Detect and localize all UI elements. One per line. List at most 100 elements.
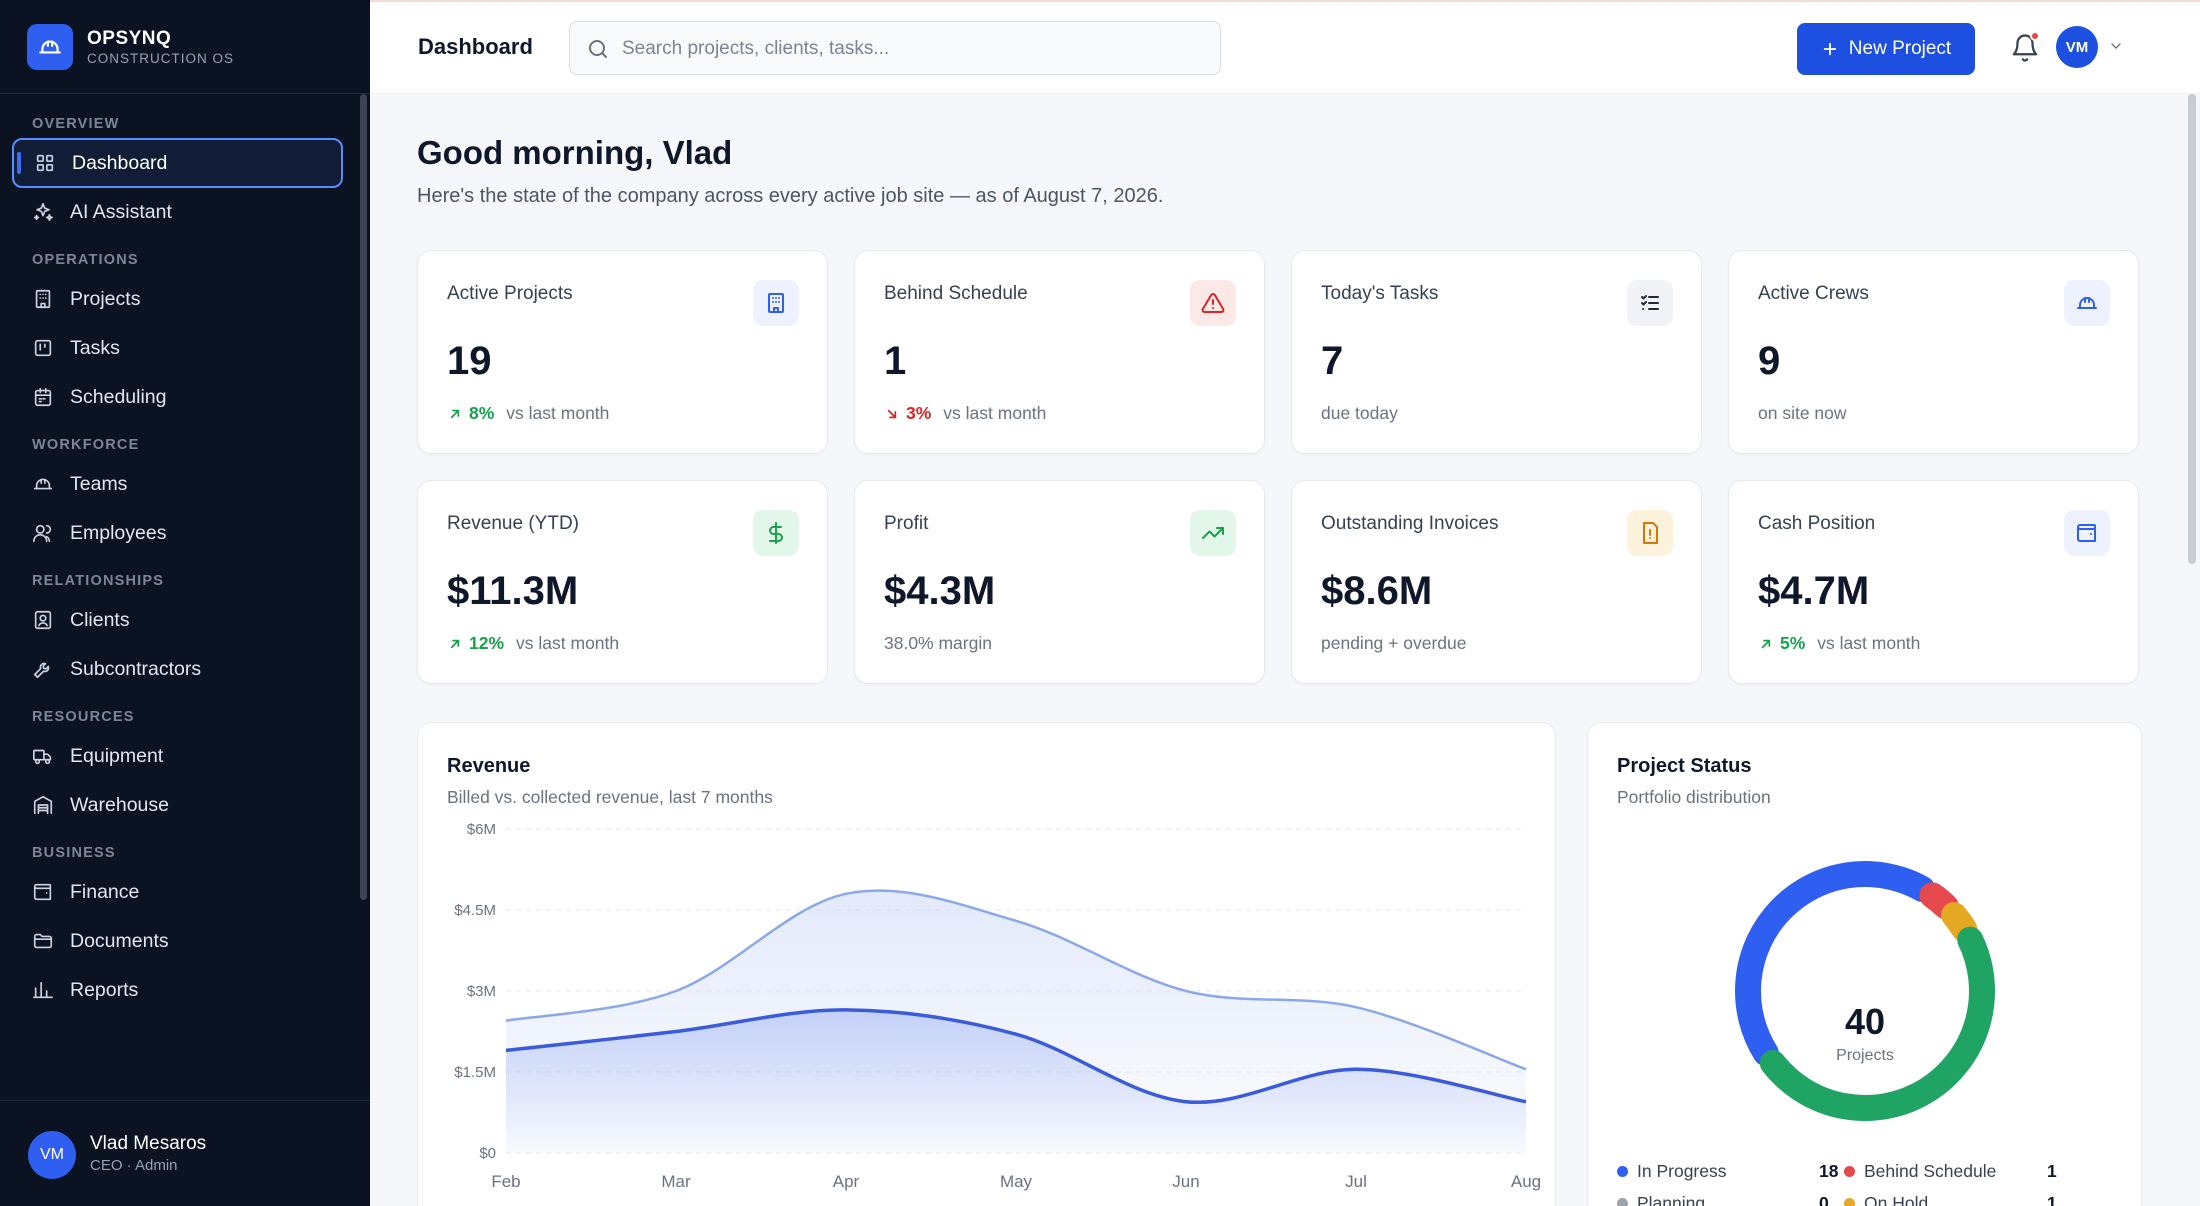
sidebar-item-finance[interactable]: Finance: [12, 867, 343, 917]
sidebar-item-label: Finance: [70, 880, 140, 903]
sidebar-item-subcontractors[interactable]: Subcontractors: [12, 644, 343, 694]
kpi-note: vs last month: [516, 633, 620, 653]
main-scrollbar[interactable]: [2188, 94, 2196, 564]
kpi-card-revenue-ytd[interactable]: Revenue (YTD) $11.3M 12% vs last month: [417, 480, 828, 684]
warehouse-icon: [33, 795, 53, 815]
y-tick-label: $4.5M: [454, 902, 496, 919]
series-line-2: [505, 1008, 1527, 1105]
trending-up-icon: [1202, 527, 1224, 539]
kpi-value: $11.3M: [447, 569, 579, 613]
search-box[interactable]: [569, 21, 1221, 75]
sidebar-item-projects[interactable]: Projects: [12, 274, 343, 324]
legend-label: Planning: [1637, 1193, 1706, 1206]
kpi-change: 12%: [447, 633, 504, 654]
building-icon: [35, 289, 51, 309]
kpi-note: pending + overdue: [1321, 633, 1467, 653]
sidebar-item-clients[interactable]: Clients: [12, 595, 343, 645]
brand[interactable]: OPSYNQ CONSTRUCTION OS: [0, 0, 370, 94]
kpi-footer: 38.0% margin: [884, 633, 992, 654]
kpi-change-value: 3%: [906, 403, 932, 423]
users-icon: [33, 524, 52, 543]
search-icon: [589, 40, 607, 58]
legend-label: In Progress: [1637, 1161, 1727, 1181]
kpi-card-today-s-tasks[interactable]: Today's Tasks 7 due today: [1291, 250, 1702, 454]
kpi-footer: pending + overdue: [1321, 633, 1466, 654]
kpi-note: on site now: [1758, 403, 1847, 423]
kpi-value: 19: [447, 339, 492, 383]
top-accent-line: [370, 0, 2200, 2]
sidebar-item-ai-assistant[interactable]: AI Assistant: [12, 187, 343, 237]
dollar-icon: [769, 522, 783, 544]
notification-dot: [2030, 31, 2040, 41]
kpi-card-cash-position[interactable]: Cash Position $4.7M 5% vs last month: [1728, 480, 2139, 684]
sidebar-item-teams[interactable]: Teams: [12, 459, 343, 509]
hardhat-icon: [2077, 297, 2097, 309]
kpi-change-value: 8%: [469, 403, 495, 423]
kpi-card-active-projects[interactable]: Active Projects 19 8% vs last month: [417, 250, 828, 454]
user-profile[interactable]: VM Vlad Mesaros CEO · Admin: [0, 1100, 370, 1206]
folder-icon: [33, 933, 53, 949]
kpi-note: vs last month: [1817, 633, 1921, 653]
legend-item: Behind Schedule 1: [1844, 1161, 2057, 1182]
legend-label: On Hold: [1864, 1193, 1929, 1206]
sidebar-item-equipment[interactable]: Equipment: [12, 731, 343, 781]
kpi-value: 1: [884, 339, 907, 383]
kpi-card-active-crews[interactable]: Active Crews 9 on site now: [1728, 250, 2139, 454]
kpi-label: Revenue (YTD): [447, 513, 579, 534]
donut-slice-behind-schedule[interactable]: [1919, 882, 1959, 920]
user-role: CEO · Admin: [90, 1157, 178, 1174]
legend-count: 1: [2047, 1193, 2057, 1206]
sidebar-item-reports[interactable]: Reports: [12, 965, 343, 1015]
kpi-card-profit[interactable]: Profit $4.3M 38.0% margin: [854, 480, 1265, 684]
donut-center: 40 Projects: [1765, 1001, 1965, 1065]
legend-swatch: [1617, 1198, 1628, 1206]
sidebar-item-employees[interactable]: Employees: [12, 508, 343, 558]
series-area-2: [506, 1009, 1526, 1153]
kpi-footer: on site now: [1758, 403, 1847, 424]
kpi-icon-badge: [753, 280, 799, 326]
kpi-note: 38.0% margin: [884, 633, 992, 653]
sidebar-item-documents[interactable]: Documents: [12, 916, 343, 966]
chevron-down-icon[interactable]: [2108, 38, 2124, 54]
donut-slice-completed[interactable]: [1759, 926, 1995, 1121]
new-project-button[interactable]: New Project: [1797, 23, 1975, 75]
sidebar-item-label: Tasks: [70, 336, 120, 359]
sidebar-item-label: Scheduling: [70, 385, 167, 408]
arrow-up-right-icon: [1761, 639, 1771, 648]
kpi-card-outstanding-invoices[interactable]: Outstanding Invoices $8.6M pending + overd…: [1291, 480, 1702, 684]
sidebar-item-dashboard[interactable]: Dashboard: [12, 138, 343, 188]
new-project-label: New Project: [1848, 38, 1952, 59]
sidebar-item-label: AI Assistant: [70, 200, 172, 223]
sidebar-scrollbar[interactable]: [360, 94, 367, 900]
revenue-panel: Revenue Billed vs. collected revenue, la…: [417, 722, 1556, 1206]
x-tick-label: Apr: [833, 1172, 860, 1191]
kpi-icon-badge: [1627, 510, 1673, 556]
search-input[interactable]: [622, 34, 1202, 64]
x-tick-label: Mar: [661, 1172, 691, 1191]
sidebar-item-label: Employees: [70, 521, 167, 544]
plus-icon: [1823, 42, 1836, 56]
greeting-subtitle: Here's the state of the company across e…: [417, 185, 1164, 207]
avatar[interactable]: VM: [2056, 26, 2098, 68]
sidebar-item-label: Teams: [70, 472, 128, 495]
kpi-change-value: 5%: [1780, 633, 1806, 653]
status-donut-chart: [1735, 861, 1995, 1121]
legend-label: Behind Schedule: [1864, 1161, 1997, 1181]
arrow-up-right-icon: [450, 409, 460, 418]
sidebar-item-tasks[interactable]: Tasks: [12, 323, 343, 373]
sidebar-item-scheduling[interactable]: Scheduling: [12, 372, 343, 422]
legend-swatch: [1844, 1198, 1855, 1206]
kpi-change: 5%: [1758, 633, 1805, 654]
donut-slice-in-progress[interactable]: [1735, 861, 1936, 1067]
checklist-icon: [1641, 295, 1659, 310]
donut-slice-on-hold[interactable]: [1941, 902, 1978, 942]
kpi-icon-badge: [1190, 510, 1236, 556]
kpi-card-behind-schedule[interactable]: Behind Schedule 1 3% vs last month: [854, 250, 1265, 454]
notifications-button[interactable]: [2010, 31, 2040, 63]
legend-swatch: [1844, 1166, 1855, 1177]
arrow-down-right-icon: [887, 409, 897, 418]
sidebar-item-warehouse[interactable]: Warehouse: [12, 780, 343, 830]
x-tick-label: Jun: [1172, 1172, 1199, 1191]
nav-section-label: OVERVIEW: [32, 116, 120, 132]
kpi-label: Outstanding Invoices: [1321, 513, 1499, 534]
